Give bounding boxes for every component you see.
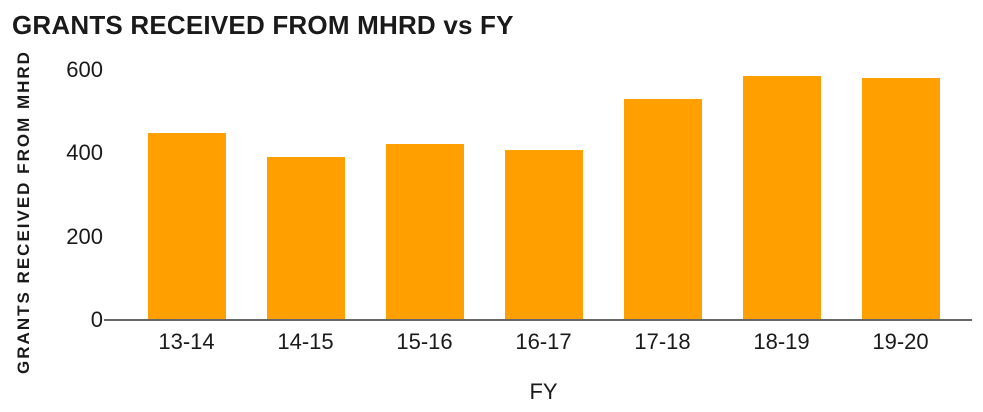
bar-slot bbox=[365, 70, 484, 320]
x-tick-label: 14-15 bbox=[277, 329, 334, 354]
bar bbox=[147, 133, 226, 320]
x-tick-label: 19-20 bbox=[872, 329, 929, 354]
y-axis-title: GRANTS RECEIVED FROM MHRD bbox=[14, 50, 33, 374]
chart-title: GRANTS RECEIVED FROM MHRD vs FY bbox=[12, 10, 514, 40]
x-axis-line bbox=[104, 319, 972, 321]
y-tick-label: 0 bbox=[90, 307, 103, 332]
plot-area bbox=[127, 70, 960, 320]
x-axis-ticks: 13-14 14-15 15-16 16-17 17-18 18-19 19-20 bbox=[127, 329, 960, 355]
bar-slot bbox=[484, 70, 603, 320]
bar-slot bbox=[246, 70, 365, 320]
y-tick-label: 200 bbox=[66, 223, 103, 249]
bar bbox=[266, 156, 345, 320]
bar-slot bbox=[841, 70, 960, 320]
bar bbox=[861, 78, 940, 320]
x-tick-label: 18-19 bbox=[753, 329, 810, 354]
bar bbox=[742, 76, 821, 320]
bar-slot bbox=[127, 70, 246, 320]
bar bbox=[385, 144, 464, 320]
x-tick-label: 15-16 bbox=[396, 329, 453, 354]
x-tick-label: 16-17 bbox=[515, 329, 572, 354]
x-tick-label: 17-18 bbox=[634, 329, 691, 354]
x-tick-label: 13-14 bbox=[158, 329, 215, 354]
bar-slot bbox=[722, 70, 841, 320]
y-tick-label: 600 bbox=[66, 57, 103, 82]
bar bbox=[504, 149, 583, 320]
y-tick-label: 400 bbox=[66, 140, 103, 166]
bar bbox=[623, 99, 702, 320]
x-axis-title: FY bbox=[529, 379, 558, 404]
bar-slot bbox=[603, 70, 722, 320]
